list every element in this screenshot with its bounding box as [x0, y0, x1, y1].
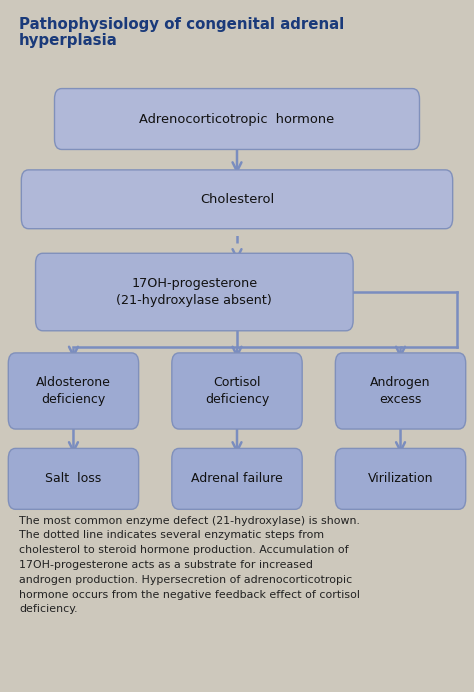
- Text: hyperplasia: hyperplasia: [19, 33, 118, 48]
- FancyBboxPatch shape: [335, 448, 465, 509]
- Text: 17OH-progesterone
(21-hydroxylase absent): 17OH-progesterone (21-hydroxylase absent…: [117, 277, 272, 307]
- Text: Cortisol
deficiency: Cortisol deficiency: [205, 376, 269, 406]
- FancyBboxPatch shape: [8, 448, 138, 509]
- FancyBboxPatch shape: [172, 448, 302, 509]
- FancyBboxPatch shape: [36, 253, 353, 331]
- Text: Adrenal failure: Adrenal failure: [191, 473, 283, 485]
- FancyBboxPatch shape: [335, 353, 465, 429]
- Text: Androgen
excess: Androgen excess: [370, 376, 431, 406]
- Text: Aldosterone
deficiency: Aldosterone deficiency: [36, 376, 111, 406]
- Text: Cholesterol: Cholesterol: [200, 193, 274, 206]
- Text: Pathophysiology of congenital adrenal: Pathophysiology of congenital adrenal: [19, 17, 344, 33]
- FancyBboxPatch shape: [55, 89, 419, 149]
- FancyBboxPatch shape: [8, 353, 138, 429]
- FancyBboxPatch shape: [172, 353, 302, 429]
- Text: The most common enzyme defect (21-hydroxylase) is shown.
The dotted line indicat: The most common enzyme defect (21-hydrox…: [19, 516, 360, 614]
- Text: Virilization: Virilization: [368, 473, 433, 485]
- Text: Adrenocorticotropic  hormone: Adrenocorticotropic hormone: [139, 113, 335, 125]
- FancyBboxPatch shape: [21, 170, 453, 228]
- Text: Salt  loss: Salt loss: [46, 473, 101, 485]
